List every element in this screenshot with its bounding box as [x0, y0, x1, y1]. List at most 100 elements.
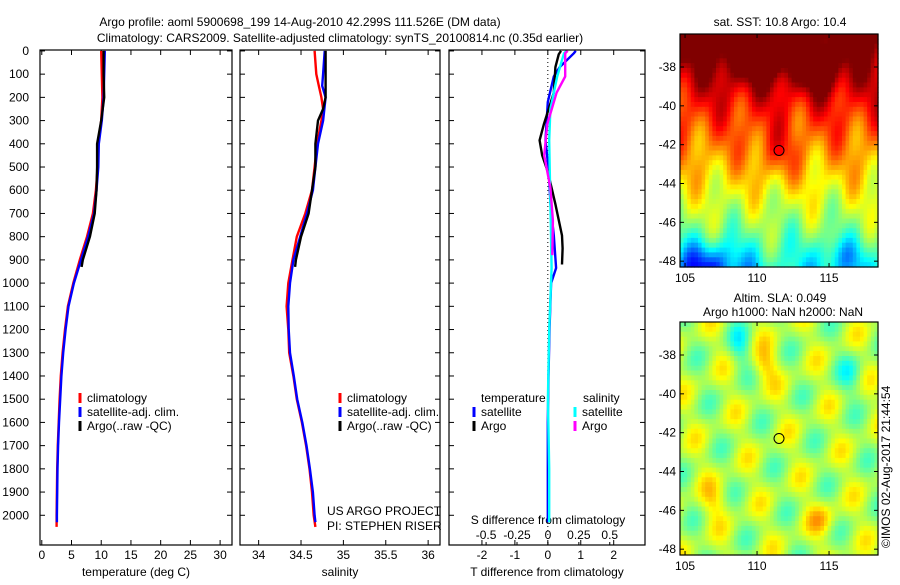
map-cell	[838, 228, 842, 234]
map-cell	[792, 170, 796, 176]
map-cell	[698, 199, 702, 205]
map-cell	[774, 419, 778, 425]
map-cell	[838, 49, 842, 55]
map-cell	[867, 78, 871, 84]
map-cell	[727, 97, 731, 103]
map-cell	[792, 34, 796, 40]
map-cell	[694, 243, 698, 249]
map-cell	[824, 44, 828, 50]
map-cell	[828, 78, 832, 84]
map-cell	[774, 199, 778, 205]
map-cell	[716, 405, 720, 411]
map-cell	[817, 521, 821, 527]
map-cell	[756, 502, 760, 508]
map-cell	[759, 361, 763, 367]
map-cell	[864, 252, 868, 258]
map-cell	[784, 121, 788, 127]
map-cell	[828, 136, 832, 142]
map-cell	[824, 141, 828, 147]
map-cell	[802, 458, 806, 464]
map-cell	[766, 209, 770, 215]
map-cell	[756, 73, 760, 79]
map-cell	[691, 199, 695, 205]
map-cell	[842, 243, 846, 249]
map-cell	[784, 243, 788, 249]
map-cell	[770, 531, 774, 537]
map-cell	[853, 194, 857, 200]
map-cell	[817, 121, 821, 127]
map-cell	[709, 526, 713, 532]
map-cell	[774, 63, 778, 69]
map-cell	[766, 405, 770, 411]
map-cell	[831, 390, 835, 396]
map-cell	[694, 419, 698, 425]
map-cell	[802, 429, 806, 435]
map-cell	[680, 400, 684, 406]
map-cell	[702, 385, 706, 391]
map-cell	[784, 136, 788, 142]
map-cell	[759, 146, 763, 152]
map-cell	[864, 87, 868, 93]
map-cell	[810, 165, 814, 171]
map-cell	[867, 146, 871, 152]
map-cell	[849, 257, 853, 263]
map-cell	[684, 248, 688, 254]
map-cell	[871, 257, 875, 263]
map-cell	[720, 337, 724, 343]
map-cell	[824, 155, 828, 161]
map-cell	[680, 361, 684, 367]
map-cell	[716, 332, 720, 338]
map-cell	[705, 371, 709, 377]
map-cell	[795, 473, 799, 479]
map-cell	[770, 341, 774, 347]
map-cell	[720, 385, 724, 391]
map-cell	[759, 356, 763, 362]
map-cell	[716, 209, 720, 215]
map-cell	[784, 341, 788, 347]
map-cell	[716, 385, 720, 391]
map-cell	[716, 375, 720, 381]
map-cell	[712, 516, 716, 522]
map-cell	[792, 68, 796, 74]
map-cell	[792, 248, 796, 254]
map-cell	[741, 209, 745, 215]
map-cell	[734, 185, 738, 191]
map-cell	[759, 322, 763, 328]
map-cell	[864, 194, 868, 200]
map-cell	[871, 151, 875, 157]
map-cell	[738, 366, 742, 372]
map-cell	[799, 204, 803, 210]
map-cell	[756, 400, 760, 406]
map-cell	[795, 243, 799, 249]
map-cell	[810, 146, 814, 152]
map-cell	[730, 497, 734, 503]
map-cell	[770, 107, 774, 113]
map-cell	[702, 463, 706, 469]
map-cell	[705, 131, 709, 137]
map-cell	[864, 219, 868, 225]
map-cell	[835, 175, 839, 181]
map-cell	[756, 189, 760, 195]
map-cell	[694, 170, 698, 176]
map-cell	[828, 189, 832, 195]
map-cell	[698, 58, 702, 64]
map-cell	[687, 448, 691, 454]
map-cell	[813, 468, 817, 474]
map-cell	[777, 526, 781, 532]
map-cell	[720, 39, 724, 45]
map-cell	[705, 49, 709, 55]
map-cell	[720, 439, 724, 445]
map-cell	[766, 199, 770, 205]
map-cell	[831, 63, 835, 69]
map-cell	[774, 228, 778, 234]
map-cell	[705, 540, 709, 546]
map-cell	[774, 209, 778, 215]
map-cell	[687, 63, 691, 69]
map-cell	[860, 160, 864, 166]
map-cell	[784, 434, 788, 440]
map-cell	[806, 53, 810, 59]
map-cell	[817, 112, 821, 118]
map-cell	[745, 175, 749, 181]
map-cell	[788, 502, 792, 508]
map-cell	[835, 131, 839, 137]
